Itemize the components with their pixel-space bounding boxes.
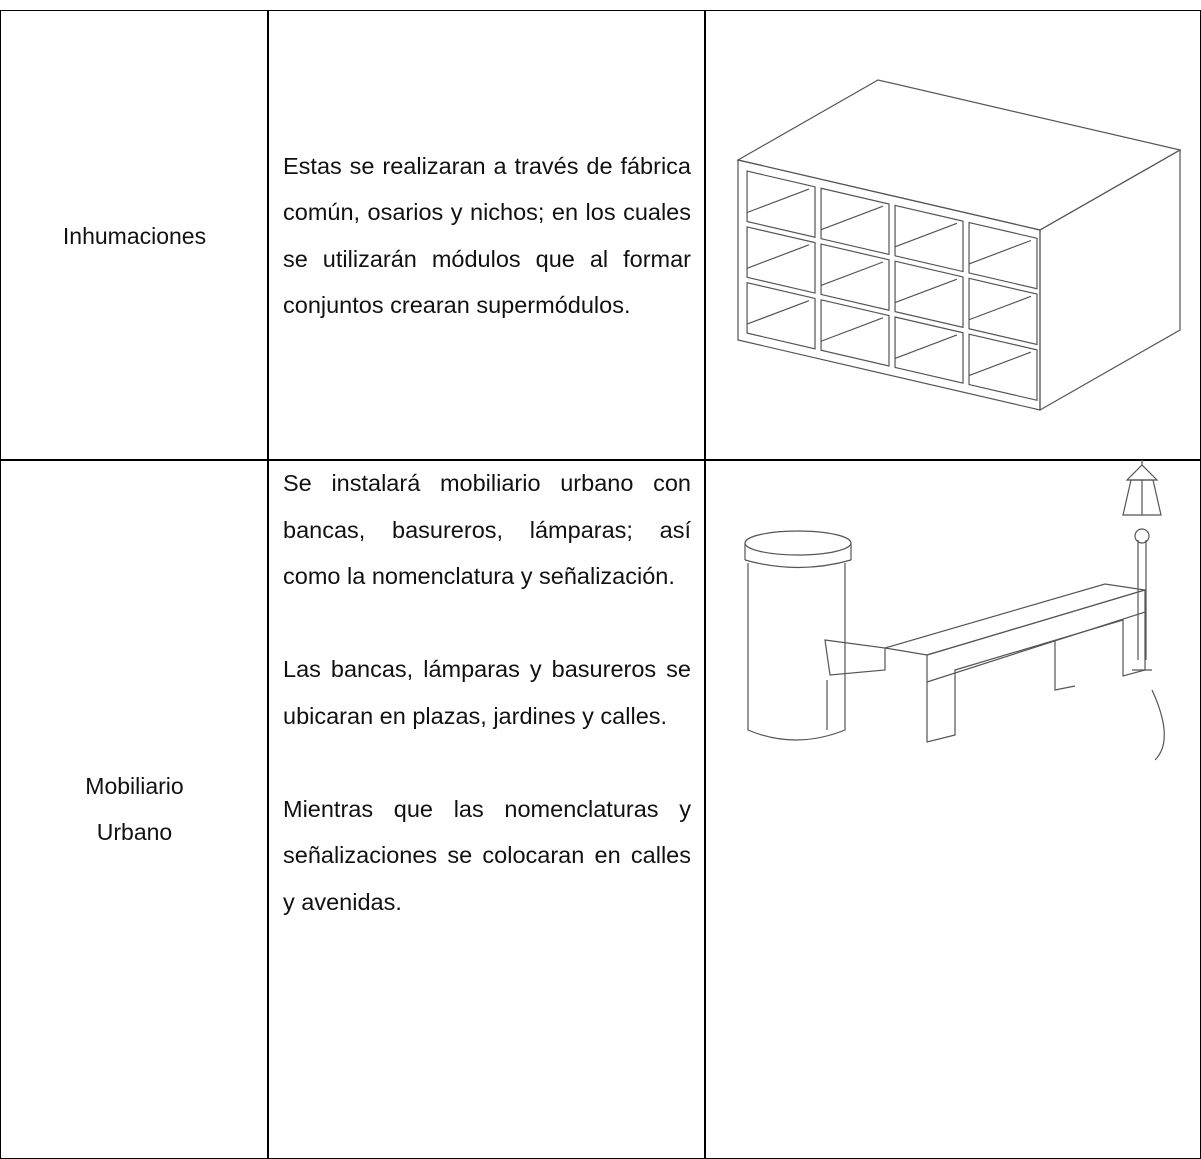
paragraph: Las bancas, lámparas y basureros se ubic… <box>283 656 691 729</box>
niche-line <box>746 188 810 214</box>
niche-line <box>746 244 810 269</box>
niche <box>968 277 1038 346</box>
description-cell: Se instalará mobiliario urbano con banca… <box>267 459 706 1159</box>
paragraph: Estas se realizaran a través de fábrica … <box>283 152 691 319</box>
row-label: Mobiliario Urbano <box>0 459 269 1159</box>
description-cell: Estas se realizaran a través de fábrica … <box>267 10 706 461</box>
niche-line <box>894 222 958 248</box>
niche <box>820 299 890 367</box>
label-text: Inhumaciones <box>62 222 207 249</box>
niche <box>746 281 816 350</box>
niche <box>968 333 1038 402</box>
niche-line <box>820 205 884 231</box>
paragraph: Se instalará mobiliario urbano con banca… <box>283 470 691 589</box>
niche <box>820 243 890 311</box>
niche-drawing <box>736 79 1182 412</box>
niche-line <box>894 278 958 304</box>
niche-line <box>820 261 884 287</box>
niche-line <box>968 351 1032 377</box>
niche <box>894 204 964 273</box>
niche <box>746 170 816 239</box>
paragraph: Mientras que las nomenclaturas y señaliz… <box>283 795 691 915</box>
label-text: Mobiliario Urbano <box>85 773 184 845</box>
paragraphs: Se instalará mobiliario urbano con banca… <box>283 460 691 925</box>
niche-line <box>746 300 810 325</box>
niche <box>746 226 816 294</box>
niche <box>820 187 890 256</box>
row-label: Inhumaciones <box>0 10 269 461</box>
paragraphs: Estas se realizaran a través de fábrica … <box>283 143 691 329</box>
niche <box>894 316 964 384</box>
niche-line <box>820 317 884 342</box>
niche-line <box>894 334 958 359</box>
niche-line <box>968 239 1032 265</box>
furniture-drawing <box>744 460 1165 761</box>
niche <box>894 260 964 329</box>
niche-line <box>968 295 1032 321</box>
niche <box>968 221 1038 290</box>
